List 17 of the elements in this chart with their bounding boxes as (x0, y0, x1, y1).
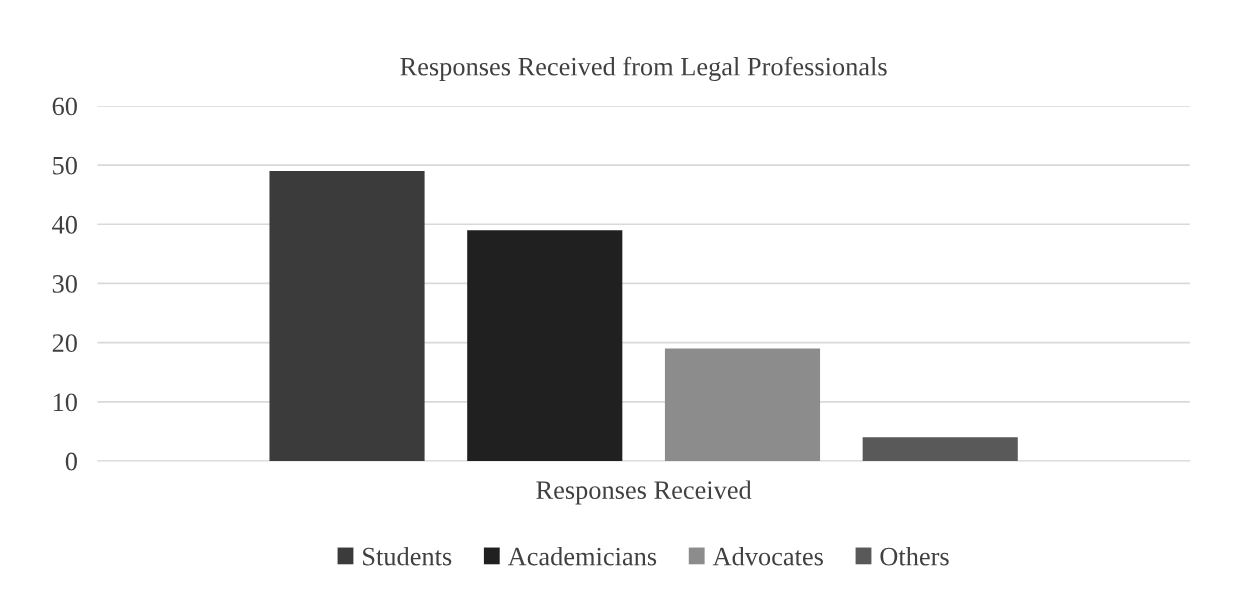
y-tick-label: 10 (53, 393, 77, 412)
y-tick-label: 20 (52, 334, 77, 353)
bar (862, 437, 1018, 462)
y-tick-label: 40 (52, 215, 77, 234)
bar (269, 170, 425, 462)
chart-title: Responses Received from Legal Professionals (400, 56, 887, 82)
legend-label: Students (363, 546, 452, 566)
x-tick-label: Responses Received (536, 480, 752, 505)
y-tick-label: 50 (53, 156, 77, 175)
y-tick-label: 0 (65, 452, 77, 471)
bar (664, 348, 821, 462)
legend-label: Advocates (712, 546, 823, 566)
bar (467, 230, 623, 462)
legend-label: Academicians (507, 546, 657, 566)
y-tick-label: 30 (52, 275, 77, 293)
legend-label: Others (880, 546, 949, 566)
y-tick-label: 60 (52, 97, 77, 116)
